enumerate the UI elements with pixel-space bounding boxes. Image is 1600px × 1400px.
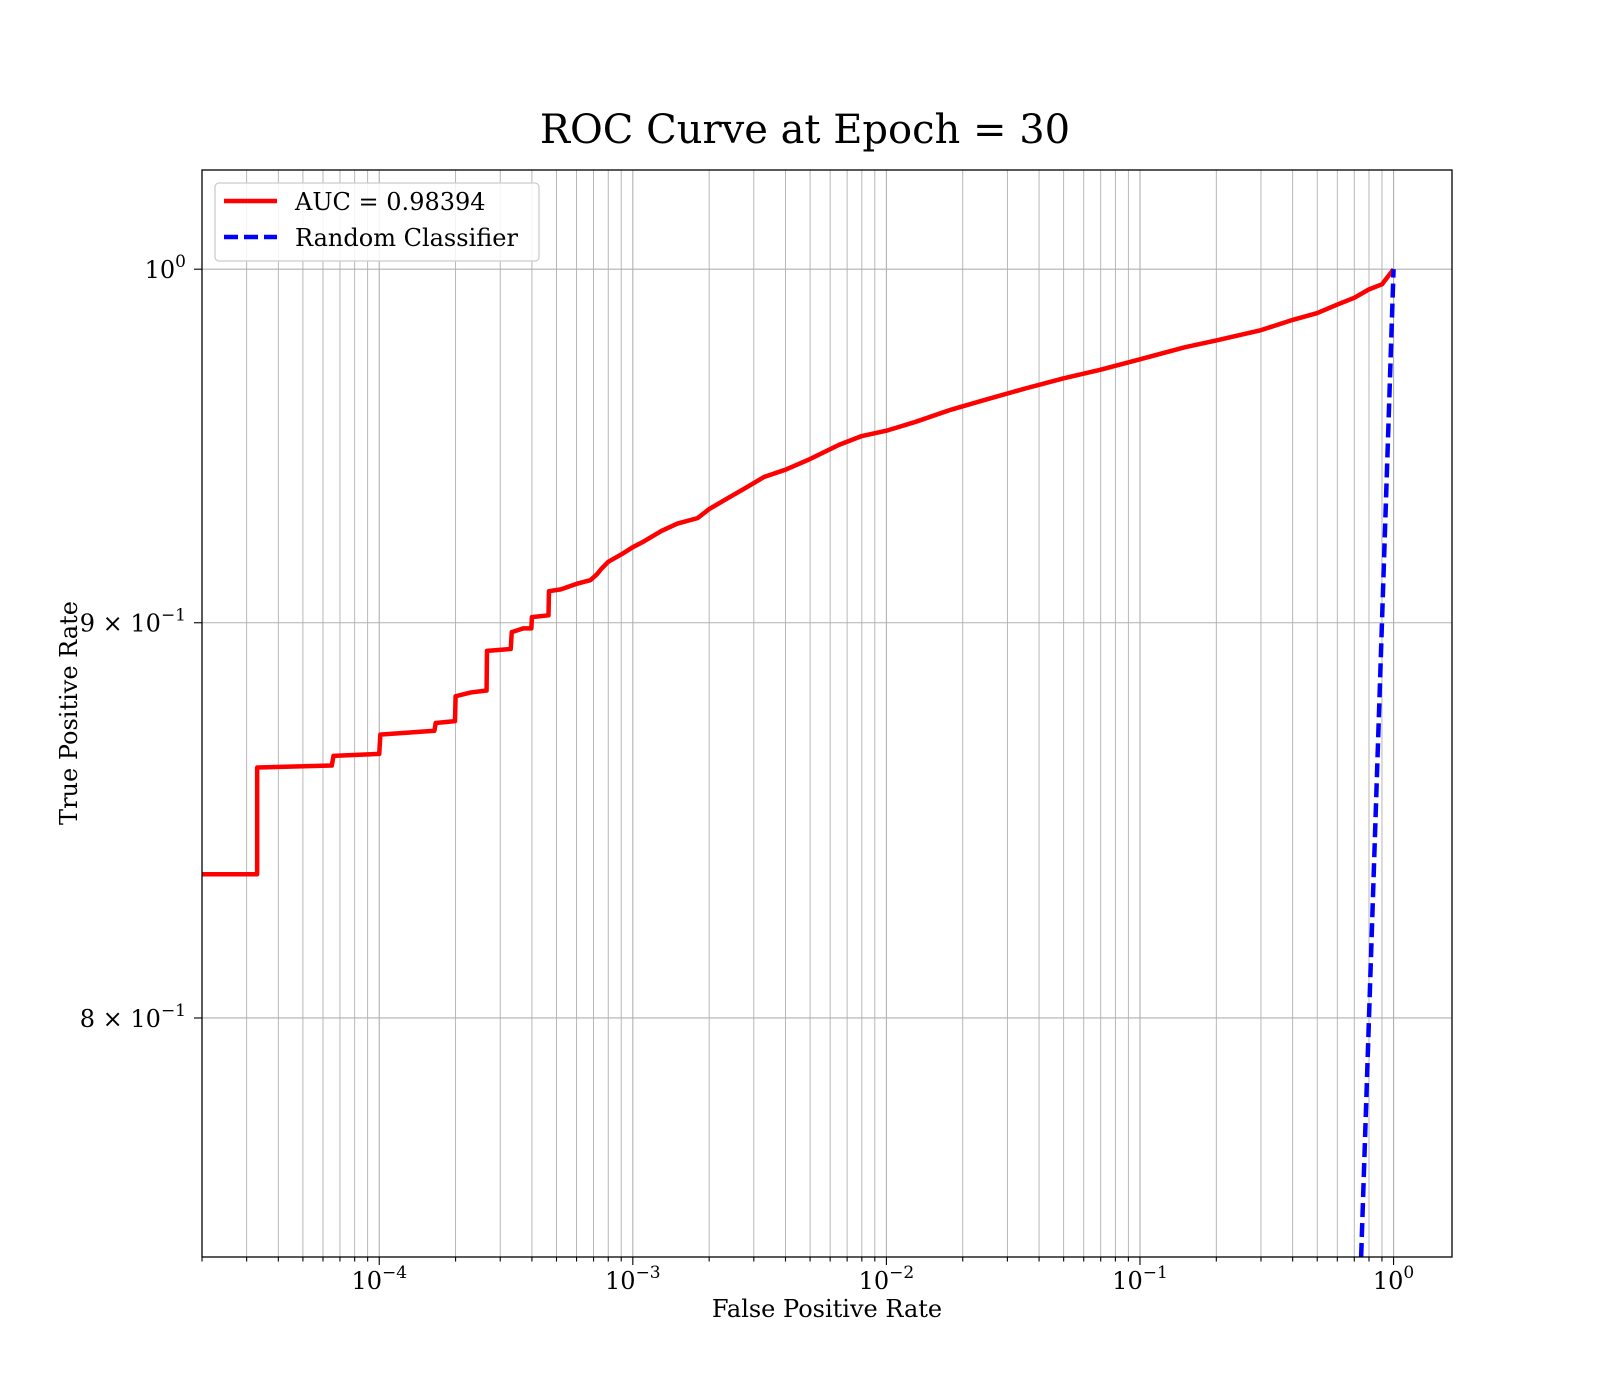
legend-label-auc: AUC = 0.98394 — [294, 188, 486, 216]
y-tick-label: 8 × 10−1 — [80, 1001, 186, 1033]
x-tick-label: 100 — [1373, 1263, 1414, 1295]
x-tick-labels: 10−4 10−3 10−2 10−1 100 — [351, 1263, 1414, 1295]
x-axis-label: False Positive Rate — [712, 1295, 942, 1323]
y-axis-label: True Positive Rate — [55, 601, 83, 825]
legend-label-random: Random Classifier — [295, 224, 518, 252]
x-tick-label: 10−4 — [351, 1263, 407, 1295]
legend: AUC = 0.98394 Random Classifier — [214, 182, 540, 262]
roc-curve-line — [202, 267, 1396, 877]
random-classifier-line — [1358, 269, 1396, 1257]
y-tick-label: 100 — [145, 252, 186, 284]
legend-box — [214, 182, 540, 262]
plot-series — [202, 267, 1396, 1257]
x-tick-label: 10−1 — [1112, 1263, 1168, 1295]
axis-ticks — [194, 268, 1395, 1265]
x-tick-label: 10−2 — [859, 1263, 915, 1295]
y-tick-label: 9 × 10−1 — [80, 606, 186, 638]
x-tick-label: 10−3 — [605, 1263, 661, 1295]
y-tick-labels: 100 9 × 10−1 8 × 10−1 — [80, 252, 186, 1033]
plot-frame — [201, 169, 1453, 1258]
chart-title: ROC Curve at Epoch = 30 — [540, 107, 1070, 153]
